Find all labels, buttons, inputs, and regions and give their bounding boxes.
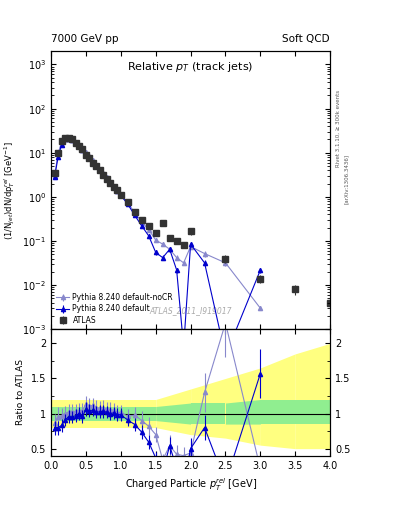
Text: ATLAS_2011_I919017: ATLAS_2011_I919017 <box>149 306 232 315</box>
Text: Relative $p_T$ (track jets): Relative $p_T$ (track jets) <box>127 59 254 74</box>
Legend: Pythia 8.240 default-noCR, Pythia 8.240 default, ATLAS: Pythia 8.240 default-noCR, Pythia 8.240 … <box>55 292 174 326</box>
X-axis label: Charged Particle $p_T^{rel}$ [GeV]: Charged Particle $p_T^{rel}$ [GeV] <box>125 476 257 493</box>
Text: [arXiv:1306.3436]: [arXiv:1306.3436] <box>344 154 349 204</box>
Y-axis label: Ratio to ATLAS: Ratio to ATLAS <box>16 359 25 425</box>
Y-axis label: (1/N$_{jet}$)dN/dp$_T^{rel}$ [GeV$^{-1}$]: (1/N$_{jet}$)dN/dp$_T^{rel}$ [GeV$^{-1}$… <box>2 141 17 240</box>
Text: 7000 GeV pp: 7000 GeV pp <box>51 33 119 44</box>
Text: Rivet 3.1.10, ≥ 300k events: Rivet 3.1.10, ≥ 300k events <box>336 90 341 166</box>
Text: Soft QCD: Soft QCD <box>283 33 330 44</box>
